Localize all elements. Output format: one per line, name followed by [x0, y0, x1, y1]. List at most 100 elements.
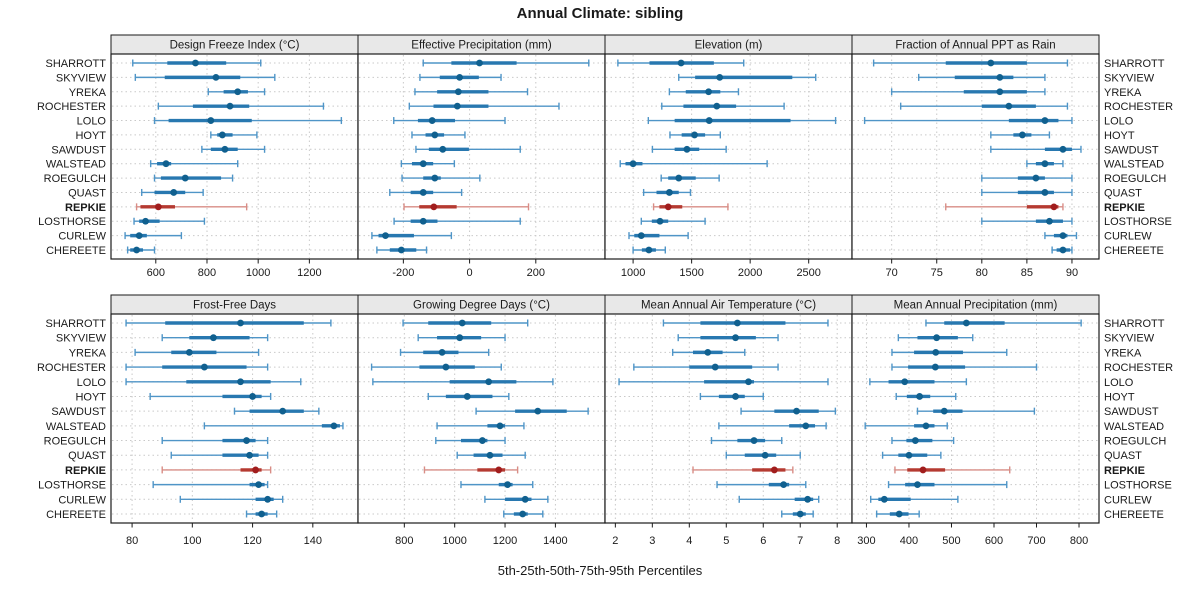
median-dot — [683, 145, 691, 153]
panel-plot-area — [851, 313, 1100, 524]
axis-tick-label: 1200 — [493, 535, 517, 547]
median-dot — [1005, 102, 1013, 110]
median-dot — [456, 73, 464, 81]
median-dot — [142, 217, 149, 225]
site-label-left-hoyt: HOYT — [75, 130, 106, 142]
median-dot — [637, 232, 645, 240]
interval-quast — [389, 188, 463, 196]
interval-sawdust — [201, 145, 266, 153]
site-label-left-sharrott: SHARROTT — [46, 318, 107, 330]
interval-walstead — [400, 160, 456, 168]
interval-curlew — [870, 495, 959, 503]
median-dot — [705, 117, 713, 124]
median-dot — [463, 393, 471, 400]
median-dot — [914, 481, 921, 489]
median-dot — [419, 217, 427, 225]
axis-tick-label: 800 — [1070, 535, 1088, 547]
interval-roegulch — [981, 174, 1073, 182]
site-label-right-repkie: REPKIE — [1104, 202, 1145, 214]
site-label-right-hoyt: HOYT — [1104, 391, 1135, 403]
interval-skyview — [419, 73, 502, 81]
median-dot — [665, 189, 673, 196]
interval-repkie — [161, 466, 272, 474]
interval-sawdust — [916, 407, 1036, 415]
panel-plot-area — [357, 313, 606, 524]
axis-tick-label: -200 — [392, 267, 414, 279]
site-label-right-lolo: LOLO — [1104, 377, 1134, 389]
median-dot — [1041, 160, 1049, 168]
median-dot — [716, 73, 724, 81]
interval-skyview — [161, 334, 269, 342]
interval-walstead — [1026, 160, 1064, 168]
interval-skyview — [678, 73, 817, 81]
median-dot — [675, 174, 683, 182]
median-dot — [221, 145, 229, 153]
interval-chereete — [1051, 246, 1073, 254]
interval-sharrott — [132, 59, 262, 67]
median-dot — [485, 378, 493, 386]
axis-tick-label: 1000 — [246, 267, 270, 279]
site-label-left-quast: QUAST — [68, 450, 106, 462]
median-dot — [438, 348, 446, 356]
interval-sawdust — [740, 407, 837, 415]
site-label-right-roegulch: ROEGULCH — [1104, 173, 1166, 185]
interval-lolo — [869, 378, 968, 386]
interval-walstead — [619, 160, 768, 168]
interval-hoyt — [699, 392, 764, 400]
axis-tick-label: 90 — [1066, 267, 1078, 279]
median-dot — [442, 363, 450, 371]
median-dot — [135, 232, 143, 240]
panel-plot-area — [110, 53, 359, 260]
interval-repkie — [423, 466, 519, 474]
interval-curlew — [371, 232, 453, 240]
axis-tick-label: 6 — [760, 535, 766, 547]
median-dot — [1059, 232, 1067, 240]
interval-yreka — [207, 88, 266, 96]
median-dot — [454, 88, 462, 96]
interval-sawdust — [990, 145, 1082, 153]
interval-hoyt — [149, 392, 272, 400]
site-label-left-walstead: WALSTEAD — [46, 421, 106, 433]
median-dot — [200, 363, 208, 371]
interval-repkie — [894, 466, 1011, 474]
median-dot — [645, 246, 653, 254]
site-label-left-skyview: SKYVIEW — [56, 333, 107, 345]
interval-curlew — [1044, 232, 1078, 240]
interval-curlew — [179, 495, 284, 503]
median-dot — [664, 203, 672, 211]
interval-rochester — [899, 102, 1069, 110]
median-dot — [987, 59, 995, 67]
interval-losthorse — [152, 481, 269, 489]
site-label-right-sharrott: SHARROTT — [1104, 58, 1165, 70]
site-label-right-losthorse: LOSTHORSE — [1104, 216, 1172, 228]
median-dot — [1041, 117, 1049, 124]
median-dot — [133, 246, 140, 254]
median-dot — [534, 407, 542, 415]
median-dot — [154, 203, 162, 211]
site-label-right-roegulch: ROEGULCH — [1104, 436, 1166, 448]
median-dot — [210, 334, 217, 342]
interval-chereete — [781, 510, 814, 518]
median-dot — [931, 363, 939, 371]
site-label-right-rochester: ROCHESTER — [1104, 362, 1173, 374]
interval-lolo — [153, 117, 343, 125]
interval-walstead — [864, 422, 948, 430]
site-label-left-sharrott: SHARROTT — [46, 58, 107, 70]
site-label-right-hoyt: HOYT — [1104, 130, 1135, 142]
interval-chereete — [632, 246, 666, 254]
panel-plot-area — [357, 53, 606, 260]
axis-tick-label: 1400 — [543, 535, 567, 547]
interval-curlew — [628, 232, 689, 240]
panel-effective-precipitation-mm: Effective Precipitation (mm) -200 0 200 — [357, 34, 606, 279]
interval-sawdust — [651, 145, 727, 153]
median-dot — [264, 495, 272, 503]
interval-rochester — [661, 102, 785, 110]
interval-roegulch — [891, 437, 955, 445]
axis-tick-label: 80 — [976, 267, 988, 279]
axis-tick-label: 1200 — [297, 267, 321, 279]
interval-hoyt — [411, 131, 466, 139]
axis-tick-label: 600 — [985, 535, 1003, 547]
interval-sharrott — [422, 59, 590, 67]
median-dot — [192, 59, 199, 67]
